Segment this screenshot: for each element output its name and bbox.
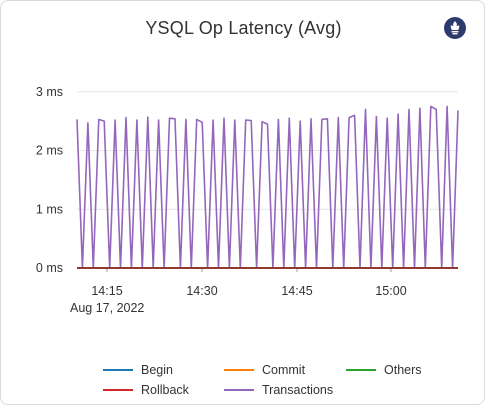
series-line-transactions bbox=[76, 105, 459, 269]
y-tick-label: 2 ms bbox=[36, 144, 63, 158]
x-tick-label: 14:30 bbox=[186, 284, 217, 298]
panel-title: YSQL Op Latency (Avg) bbox=[145, 18, 342, 38]
y-tick-label: 1 ms bbox=[36, 202, 63, 216]
x-date-label: Aug 17, 2022 bbox=[70, 301, 144, 315]
prometheus-flame-icon bbox=[450, 21, 460, 35]
prometheus-icon[interactable] bbox=[444, 17, 466, 39]
x-tick-label: 15:00 bbox=[375, 284, 406, 298]
y-tick-label: 0 ms bbox=[36, 261, 63, 275]
x-tick-label: 14:15 bbox=[91, 284, 122, 298]
y-tick-label: 3 ms bbox=[36, 85, 63, 99]
x-tick-label: 14:45 bbox=[281, 284, 312, 298]
